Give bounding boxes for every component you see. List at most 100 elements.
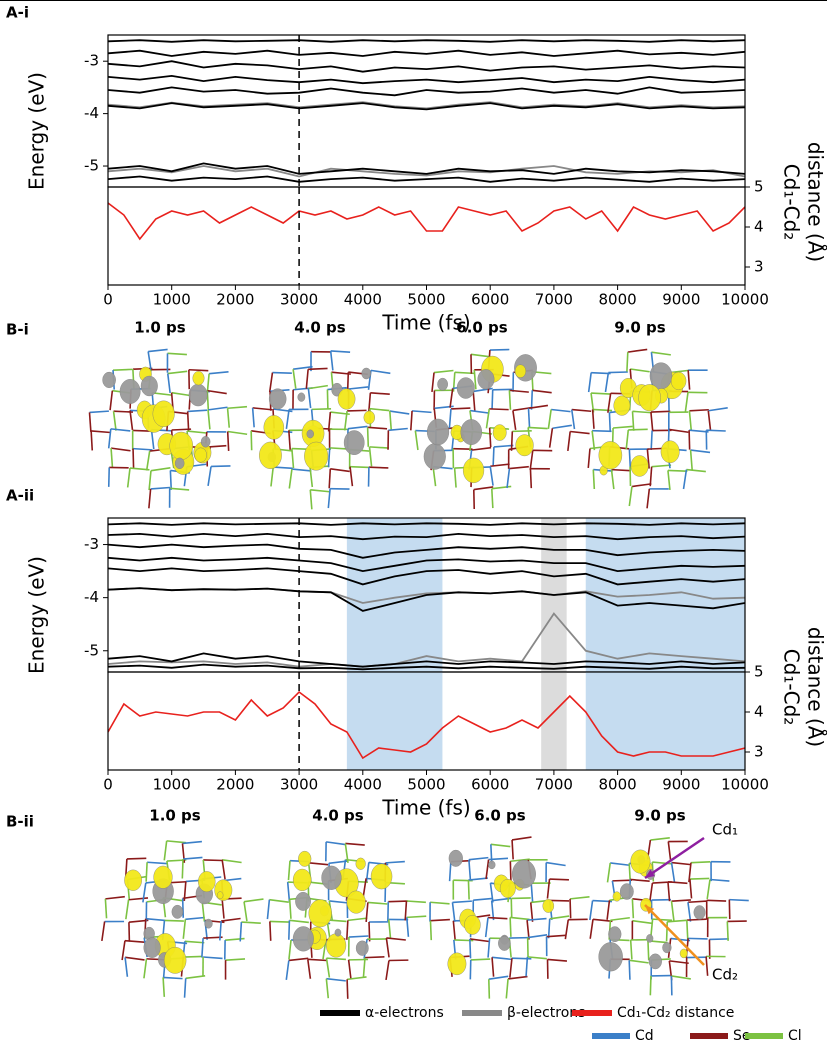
- x-tick-label: 3000: [280, 291, 318, 309]
- bond: [292, 369, 297, 389]
- bond: [485, 408, 491, 429]
- bond: [285, 409, 290, 429]
- bond: [613, 425, 633, 429]
- molecule-render: [567, 348, 728, 509]
- bond: [367, 901, 388, 905]
- x-tick-label: 0: [103, 776, 113, 794]
- bond: [203, 956, 223, 960]
- bond: [243, 901, 248, 922]
- bond: [506, 468, 511, 489]
- bond: [631, 483, 652, 488]
- bond: [347, 409, 367, 412]
- bond: [510, 431, 514, 451]
- bond: [133, 447, 153, 451]
- snapshot-time: 4.0 ps: [312, 807, 364, 825]
- bond: [546, 861, 566, 867]
- bond: [510, 858, 530, 863]
- bond: [90, 430, 94, 451]
- snapshot-time: 4.0 ps: [294, 319, 346, 337]
- bond: [549, 915, 570, 920]
- bond: [164, 919, 184, 922]
- bond: [491, 956, 512, 961]
- orbital-lobe: [326, 933, 347, 958]
- bond: [207, 466, 212, 486]
- bond: [430, 918, 450, 922]
- bond: [667, 881, 671, 902]
- bond: [631, 411, 635, 431]
- y-axis-label: Cd₁-Cd₂: [780, 164, 804, 241]
- bond: [626, 352, 629, 372]
- orbital-lobe: [298, 850, 312, 867]
- bond: [329, 350, 334, 371]
- orbital-lobe: [648, 953, 662, 970]
- orbital-lobe: [598, 942, 623, 972]
- orbital-lobe: [462, 457, 485, 484]
- bond: [473, 369, 477, 390]
- orbital-lobe: [152, 400, 175, 428]
- bond: [186, 411, 190, 431]
- bond: [490, 488, 494, 509]
- orbital-lobe: [638, 384, 661, 412]
- bond: [185, 916, 205, 921]
- bond: [629, 959, 649, 964]
- bond: [147, 861, 167, 865]
- bond: [169, 487, 190, 491]
- orbital-lobe: [355, 940, 369, 956]
- bond: [121, 940, 126, 961]
- series-line: [108, 60, 745, 73]
- series-line: [108, 612, 745, 668]
- bond: [468, 877, 488, 881]
- orbital-lobe: [194, 447, 207, 463]
- bond: [612, 879, 632, 882]
- bond: [309, 467, 314, 488]
- bond: [207, 389, 227, 395]
- bond: [286, 881, 291, 902]
- x-tick-label: 10000: [721, 291, 769, 309]
- orbital-lobe: [499, 879, 516, 898]
- bond: [511, 839, 514, 860]
- bond: [143, 958, 148, 979]
- bond: [570, 409, 576, 430]
- bond: [706, 429, 726, 432]
- series-line: [108, 587, 745, 612]
- bond: [429, 920, 433, 941]
- bond: [207, 406, 228, 411]
- bond: [409, 410, 413, 431]
- panel-label: A-i: [6, 4, 29, 22]
- bond: [670, 862, 676, 883]
- series-line: [108, 652, 745, 668]
- orbital-lobe: [514, 364, 527, 378]
- orbital-lobe: [630, 849, 651, 874]
- bond: [366, 427, 370, 447]
- bond: [101, 921, 106, 942]
- x-tick-label: 8000: [599, 291, 637, 309]
- bond: [414, 430, 419, 451]
- bond: [510, 916, 530, 921]
- bond: [227, 405, 248, 410]
- bond: [671, 975, 691, 980]
- series-line: [108, 556, 745, 573]
- bond: [509, 861, 512, 881]
- bond: [726, 921, 729, 941]
- panel-label: B-i: [6, 321, 29, 339]
- bond: [529, 468, 533, 489]
- orbital-lobe: [140, 375, 158, 397]
- bond: [389, 410, 410, 415]
- bond: [491, 957, 495, 977]
- bond: [527, 917, 547, 921]
- bond: [162, 977, 166, 997]
- bond: [509, 958, 513, 978]
- orbital-lobe: [200, 436, 211, 448]
- bond: [688, 430, 691, 450]
- bond: [349, 466, 354, 487]
- bond: [628, 428, 648, 431]
- bond: [488, 975, 509, 980]
- series-line: [108, 162, 745, 175]
- bond: [222, 858, 242, 864]
- plot-frame: [107, 186, 746, 286]
- bond: [285, 960, 290, 980]
- bond: [326, 957, 346, 961]
- bond: [406, 900, 426, 904]
- bond: [182, 919, 187, 939]
- bond: [529, 902, 534, 922]
